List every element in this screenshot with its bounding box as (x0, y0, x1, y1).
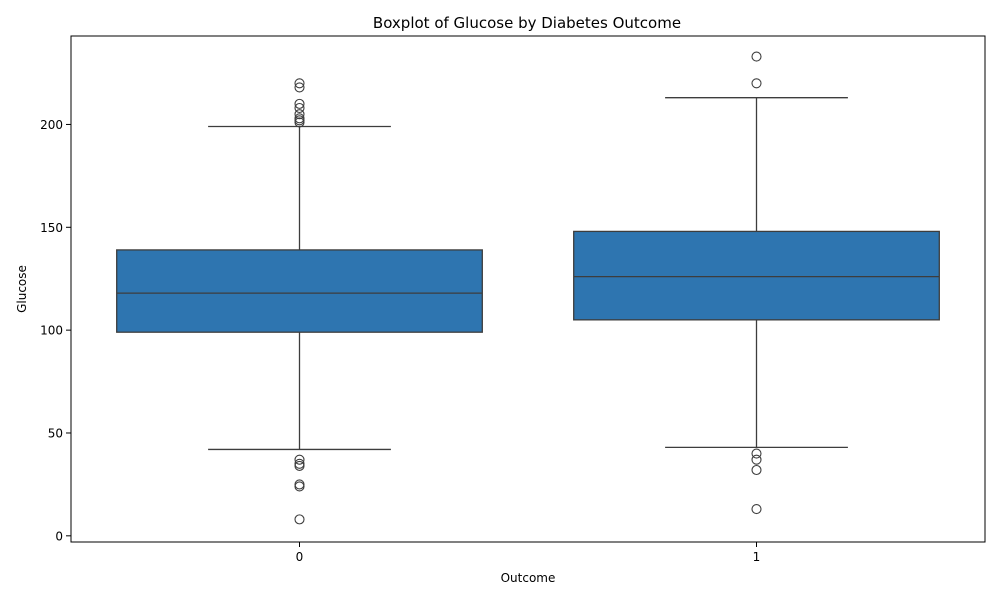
outlier-point (294, 113, 305, 124)
y-tick-label: 50 (48, 426, 63, 440)
x-tick-label: 0 (296, 550, 304, 564)
plot-frame (70, 35, 986, 543)
outlier-point (294, 479, 305, 490)
y-axis-label: Glucose (15, 265, 29, 313)
y-tick-label: 150 (40, 221, 63, 235)
outlier-point (294, 82, 305, 93)
outlier-point (294, 514, 305, 525)
outlier-point (751, 448, 762, 459)
chart-title: Boxplot of Glucose by Diabetes Outcome (373, 14, 681, 32)
outlier-point (751, 51, 762, 62)
outlier-point (751, 454, 762, 465)
outlier-point (751, 78, 762, 89)
x-tick-label: 1 (753, 550, 761, 564)
outlier-point (751, 464, 762, 476)
outlier-point (294, 98, 305, 109)
y-tick-label: 100 (40, 324, 63, 338)
outlier-point (294, 102, 305, 114)
box-group-1 (573, 51, 940, 515)
outlier-point (294, 454, 305, 465)
outlier-point (294, 78, 305, 89)
iqr-box (573, 230, 940, 321)
outlier-point (751, 504, 762, 515)
outlier-point (294, 109, 305, 120)
y-axis: 0 50 100 150 200 (40, 118, 71, 543)
outlier-point (294, 458, 305, 469)
y-tick-label: 0 (55, 529, 63, 543)
outlier-point (294, 481, 305, 492)
iqr-box (116, 249, 483, 333)
plot-area (116, 51, 940, 525)
y-tick-label: 200 (40, 118, 63, 132)
box-group-0 (116, 78, 483, 525)
x-axis-label: Outcome (501, 571, 556, 585)
